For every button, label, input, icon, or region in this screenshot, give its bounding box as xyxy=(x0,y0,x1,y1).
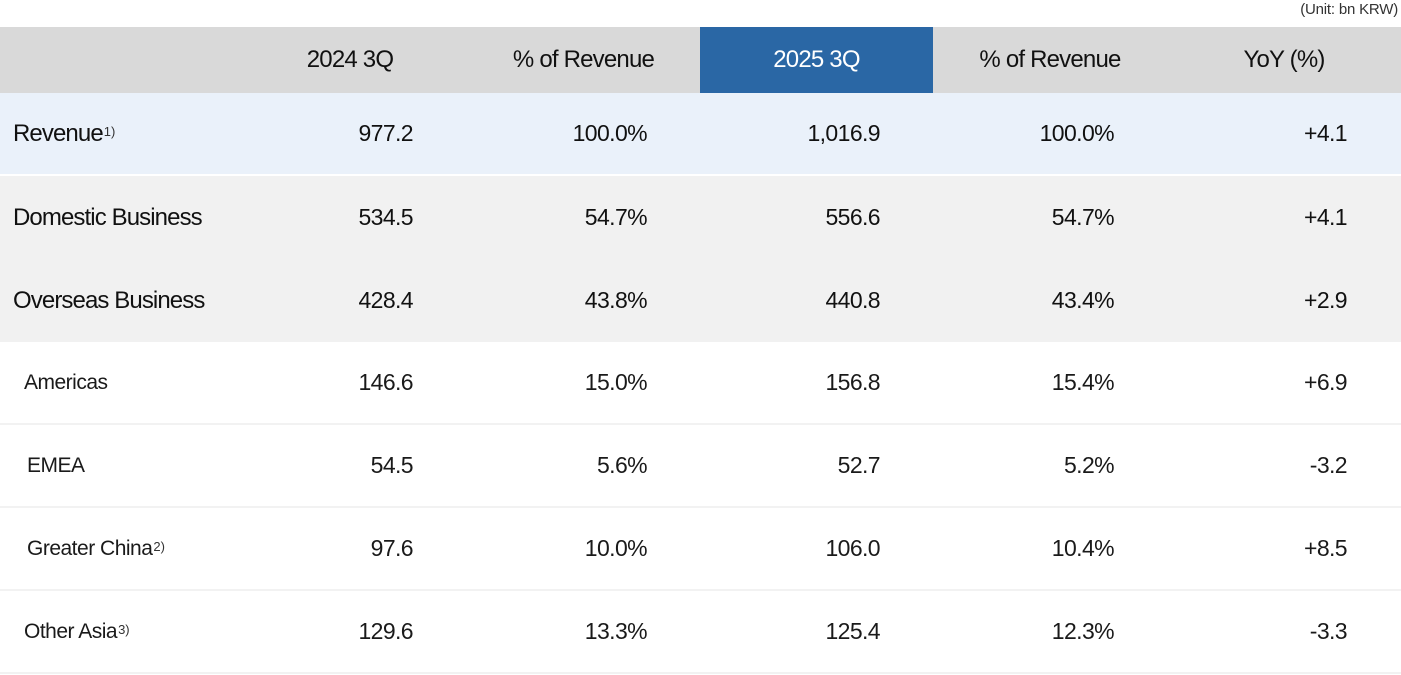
row-label: Greater China 2) xyxy=(27,508,327,589)
value-2025-3q: 106.0 xyxy=(825,535,880,561)
value-2024-pct: 15.0% xyxy=(584,369,648,395)
footnote-marker: 1) xyxy=(103,124,116,139)
value-yoy: +4.1 xyxy=(1303,204,1348,230)
value-2024-pct: 43.8% xyxy=(584,287,648,313)
header-yoy: YoY (%) xyxy=(1243,46,1325,73)
value-2025-3q: 52.7 xyxy=(837,452,881,478)
table-row-domestic-business: Domestic Business 534.5 54.7% 556.6 54.7… xyxy=(0,176,1401,259)
header-2024-3q: 2024 3Q xyxy=(306,46,394,73)
value-2025-pct: 10.4% xyxy=(1051,535,1115,561)
value-2024-pct: 13.3% xyxy=(584,618,648,644)
header-2024-pct-of-revenue: % of Revenue xyxy=(512,46,655,73)
value-2024-3q: 54.5 xyxy=(370,452,414,478)
table-row-overseas-business: Overseas Business 428.4 43.8% 440.8 43.4… xyxy=(0,259,1401,342)
value-2024-3q: 129.6 xyxy=(358,618,413,644)
table-row-greater-china: Greater China 2) 97.6 10.0% 106.0 10.4% +… xyxy=(0,508,1401,591)
table-row-revenue: Revenue 1) 977.2 100.0% 1,016.9 100.0% +4… xyxy=(0,93,1401,176)
row-label-text: Other Asia xyxy=(24,619,118,643)
value-2025-pct: 43.4% xyxy=(1051,287,1115,313)
table-row-americas: Americas 146.6 15.0% 156.8 15.4% +6.9 xyxy=(0,342,1401,425)
value-2025-3q: 125.4 xyxy=(825,618,880,644)
row-label: Americas xyxy=(24,370,108,394)
value-yoy: +4.1 xyxy=(1303,120,1348,146)
value-yoy: -3.2 xyxy=(1309,452,1348,478)
table-row-emea: EMEA 54.5 5.6% 52.7 5.2% -3.2 xyxy=(0,425,1401,508)
value-2025-pct: 15.4% xyxy=(1051,369,1115,395)
value-2025-3q: 156.8 xyxy=(825,369,880,395)
revenue-table: 2024 3Q % of Revenue 2025 3Q % of Revenu… xyxy=(0,27,1401,674)
value-2025-pct: 5.2% xyxy=(1063,452,1115,478)
value-yoy: +2.9 xyxy=(1303,287,1348,313)
row-label: EMEA xyxy=(27,453,85,477)
header-2025-pct-of-revenue: % of Revenue xyxy=(979,46,1121,73)
row-label: Other Asia 3) xyxy=(24,591,324,672)
value-2025-3q: 556.6 xyxy=(825,204,880,230)
row-label: Overseas Business xyxy=(13,286,205,314)
row-label: Revenue 1) xyxy=(13,93,313,174)
value-2024-pct: 5.6% xyxy=(596,452,648,478)
value-2025-3q: 440.8 xyxy=(825,287,880,313)
footnote-marker: 3) xyxy=(118,622,130,637)
value-2024-pct: 10.0% xyxy=(584,535,648,561)
value-2025-pct: 100.0% xyxy=(1039,120,1115,146)
row-label-text: Greater China xyxy=(27,536,153,560)
unit-label: (Unit: bn KRW) xyxy=(1300,1,1398,18)
value-2024-pct: 100.0% xyxy=(572,120,648,146)
value-yoy: +6.9 xyxy=(1303,369,1348,395)
value-2025-3q: 1,016.9 xyxy=(807,120,880,146)
value-2024-3q: 97.6 xyxy=(370,535,414,561)
table-row-other-asia: Other Asia 3) 129.6 13.3% 125.4 12.3% -3.… xyxy=(0,591,1401,674)
value-2024-3q: 534.5 xyxy=(358,204,413,230)
value-2025-pct: 54.7% xyxy=(1051,204,1115,230)
value-2024-3q: 977.2 xyxy=(358,120,413,146)
table-header-row: 2024 3Q % of Revenue 2025 3Q % of Revenu… xyxy=(0,27,1401,93)
row-label-text: Revenue xyxy=(13,119,104,147)
header-2025-3q: 2025 3Q xyxy=(700,27,933,93)
footnote-marker: 2) xyxy=(153,539,165,554)
row-label: Domestic Business xyxy=(13,203,203,231)
value-yoy: +8.5 xyxy=(1303,535,1348,561)
value-yoy: -3.3 xyxy=(1309,618,1348,644)
header-label-column xyxy=(0,27,233,93)
value-2024-3q: 146.6 xyxy=(358,369,413,395)
value-2025-pct: 12.3% xyxy=(1051,618,1115,644)
value-2024-pct: 54.7% xyxy=(584,204,648,230)
value-2024-3q: 428.4 xyxy=(358,287,413,313)
